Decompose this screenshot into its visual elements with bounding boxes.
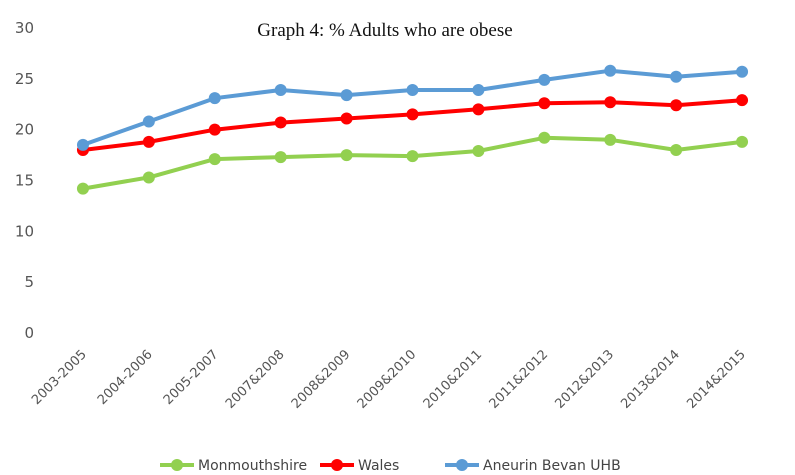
x-tick-label: 2012&2013 [552, 347, 617, 412]
data-point [274, 84, 287, 97]
y-tick-label: 0 [24, 324, 34, 342]
legend-item: Aneurin Bevan UHB [445, 458, 621, 474]
data-point [274, 151, 287, 164]
series-line [81, 98, 744, 152]
data-point [538, 73, 551, 86]
y-tick-label: 30 [15, 19, 34, 37]
x-tick-label: 2010&2011 [421, 347, 486, 412]
y-axis: 0 5 10 15 20 25 30 [15, 19, 34, 342]
data-point [538, 131, 551, 144]
data-point [472, 145, 485, 158]
legend-swatch-marker [331, 459, 343, 471]
series-layer [76, 64, 749, 195]
x-tick-label: 2014&2015 [684, 347, 749, 412]
data-point [406, 108, 419, 121]
y-tick-label: 25 [15, 70, 34, 88]
data-point [340, 89, 353, 102]
y-tick-label: 5 [24, 273, 34, 291]
data-point [340, 149, 353, 162]
legend-item: Monmouthshire [160, 458, 307, 474]
data-point [736, 65, 749, 78]
series-2 [76, 64, 749, 151]
y-tick-label: 20 [15, 121, 34, 139]
series-1 [76, 94, 749, 156]
data-point [406, 84, 419, 97]
x-tick-label: 2007&2008 [223, 347, 288, 412]
legend-label: Aneurin Bevan UHB [483, 458, 621, 474]
x-tick-label: 2004-2006 [95, 347, 156, 408]
data-point [736, 135, 749, 148]
data-point [670, 99, 683, 112]
data-point [142, 171, 155, 184]
data-point [604, 133, 617, 146]
x-tick-label: 2008&2009 [289, 347, 354, 412]
x-axis: 2003-2005 2004-2006 2005-2007 2007&2008 2008… [29, 347, 749, 412]
data-point [274, 116, 287, 129]
data-point [472, 84, 485, 97]
data-point [406, 150, 419, 163]
legend: Monmouthshire Wales Aneurin Bevan UHB [160, 458, 621, 474]
data-point [142, 115, 155, 128]
legend-item: Wales [320, 458, 399, 474]
legend-label: Monmouthshire [198, 458, 307, 474]
data-point [208, 92, 221, 105]
series-line [81, 135, 744, 191]
series-0 [76, 131, 749, 195]
data-point [604, 96, 617, 109]
x-tick-label: 2003-2005 [29, 347, 90, 408]
legend-swatch-marker [171, 459, 183, 471]
data-point [538, 97, 551, 110]
data-point [76, 182, 89, 195]
x-tick-label: 2013&2014 [618, 347, 683, 412]
legend-swatch-marker [456, 459, 468, 471]
data-point [670, 144, 683, 156]
y-tick-label: 15 [15, 172, 34, 190]
data-point [76, 138, 89, 151]
chart-title: Graph 4: % Adults who are obese [257, 20, 512, 41]
x-tick-label: 2011&2012 [487, 347, 552, 412]
data-point [472, 103, 485, 116]
data-point [604, 64, 617, 77]
data-point [736, 94, 749, 107]
y-tick-label: 10 [15, 222, 34, 240]
x-tick-label: 2005-2007 [161, 347, 222, 408]
legend-label: Wales [358, 458, 399, 474]
data-point [142, 135, 155, 148]
data-point [208, 123, 221, 136]
data-point [208, 153, 221, 166]
x-tick-label: 2009&2010 [355, 347, 420, 412]
data-point [670, 70, 683, 83]
data-point [340, 112, 353, 125]
